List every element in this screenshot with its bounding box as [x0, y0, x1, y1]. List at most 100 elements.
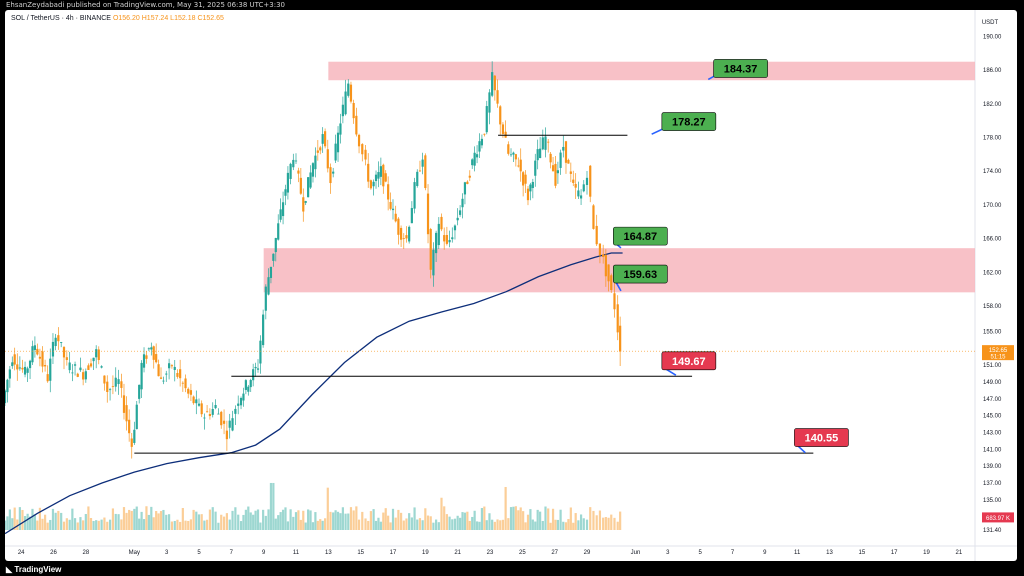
candle-body — [38, 356, 42, 359]
candle-body — [432, 249, 435, 276]
volume-bar — [21, 509, 24, 530]
volume-bar — [36, 520, 39, 530]
candle-body — [347, 83, 350, 96]
volume-bar — [321, 520, 324, 530]
candle-body — [192, 396, 195, 404]
volume-bar — [162, 509, 165, 530]
volume-bar — [319, 519, 322, 530]
volume-bar — [284, 507, 287, 530]
candle-body — [73, 364, 77, 366]
ohlc-open: O156.20 — [112, 15, 140, 22]
candle-body — [304, 201, 307, 203]
time-tick-label: 9 — [763, 550, 767, 556]
candle-body — [103, 375, 106, 384]
candle-body — [364, 149, 367, 160]
candle-body — [324, 131, 327, 147]
candle-body — [526, 188, 530, 201]
volume-bar — [200, 514, 203, 530]
moving-average-line — [5, 252, 623, 535]
volume-bar — [176, 519, 179, 530]
volume-bar — [294, 512, 298, 530]
volume-bar — [26, 513, 29, 530]
volume-bar — [519, 507, 522, 530]
candle-body — [504, 131, 507, 138]
volume-bar — [402, 520, 405, 530]
candle-body — [307, 177, 310, 198]
candle-body — [200, 403, 203, 415]
candle-body — [51, 341, 55, 357]
volume-bar — [46, 522, 49, 530]
volume-bar — [65, 518, 68, 530]
candle-body — [501, 124, 505, 134]
candle-body — [524, 174, 527, 184]
candle-body — [170, 365, 174, 367]
candle-body — [231, 418, 234, 431]
volume-bar — [256, 509, 260, 530]
volume-bar — [76, 522, 79, 530]
volume-bar — [8, 509, 11, 530]
tradingview-logo[interactable]: ◣ TradingView — [6, 565, 61, 574]
volume-bar — [220, 514, 223, 530]
volume-bar — [264, 515, 267, 530]
volume-bar — [13, 507, 16, 530]
volume-bar — [267, 509, 270, 530]
candle-body — [302, 197, 305, 212]
price-tick-label: 143.00 — [983, 430, 1002, 436]
volume-bar — [192, 509, 195, 530]
candle-body — [65, 357, 68, 361]
candle-body — [541, 137, 544, 150]
time-tick-label: 28 — [82, 550, 89, 556]
candle-body — [466, 181, 469, 185]
volume-bar — [111, 508, 115, 530]
volume-bar — [339, 513, 342, 530]
candle-body — [435, 232, 438, 254]
volume-bar — [445, 514, 448, 530]
candle-body — [189, 390, 193, 395]
time-tick-label: 19 — [923, 550, 930, 556]
candle-body — [122, 395, 126, 413]
volume-bar — [435, 519, 438, 530]
candle-body — [269, 266, 273, 278]
price-tick-label: 178.00 — [983, 136, 1002, 142]
candle-body — [531, 181, 534, 189]
candle-body — [463, 182, 467, 195]
candle-body — [179, 369, 182, 379]
volume-bar — [426, 515, 430, 530]
volume-bar — [421, 520, 424, 530]
candle-body — [225, 430, 228, 440]
candle-body — [475, 154, 479, 158]
volume-bar — [18, 507, 21, 530]
volume-bar — [314, 512, 317, 530]
candle-body — [421, 159, 424, 167]
volume-bar — [179, 521, 182, 530]
price-chart[interactable]: USDT 190.00 186.00 182.00 178.00 174.00 170.00… — [5, 10, 1017, 561]
candle-body — [456, 217, 459, 221]
volume-bar — [130, 510, 133, 530]
volume-bar — [377, 517, 380, 530]
candle-body — [187, 388, 190, 394]
volume-bar — [564, 522, 568, 530]
volume-bar — [97, 520, 100, 530]
candle-body — [507, 144, 510, 154]
candle-body — [13, 354, 16, 365]
volume-bar — [197, 514, 201, 530]
candle-body — [554, 163, 557, 186]
candle-body — [311, 163, 315, 177]
candle-body — [297, 170, 300, 174]
candle-body — [106, 381, 109, 392]
candle-body — [559, 152, 562, 168]
volume-bar — [514, 506, 517, 530]
candle-body — [157, 364, 160, 377]
volume-bar — [68, 519, 71, 530]
chart-panel[interactable]: USDT 190.00 186.00 182.00 178.00 174.00 170.00… — [5, 10, 1017, 561]
volume-bar — [142, 519, 146, 530]
candle-body — [544, 136, 547, 150]
candle-body — [117, 379, 120, 385]
candle-body — [339, 123, 342, 135]
candle-body — [244, 380, 247, 390]
volume-bar — [71, 508, 74, 530]
volume-bar — [556, 519, 559, 530]
candle-body — [217, 413, 220, 415]
volume-bar — [429, 516, 432, 530]
volume-bar — [214, 511, 217, 530]
